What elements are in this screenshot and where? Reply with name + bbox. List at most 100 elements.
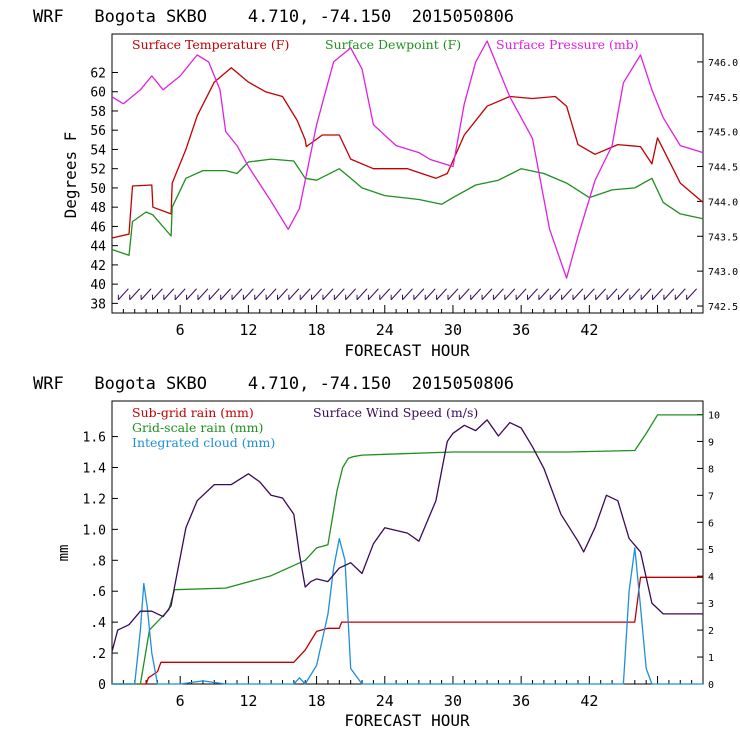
surface-pressure-line: [111, 40, 704, 279]
y2-tick-label: 6: [708, 518, 714, 529]
wind-barb: [152, 288, 163, 301]
chart1-wind-barbs: [117, 288, 698, 301]
y2-tick-label: 2: [708, 626, 714, 637]
wind-barb: [470, 288, 482, 301]
precipitation-chart: WRF Bogota SKBO 4.710, -74.150 201505080…: [33, 374, 720, 730]
chart1-ylabel: Degrees F: [61, 132, 80, 219]
y2-tick-label: 1: [708, 653, 714, 664]
wind-barb: [538, 288, 550, 301]
chart2-ylabel: mm: [56, 545, 72, 562]
y-tick-label: 48: [90, 201, 106, 216]
wind-barb: [208, 288, 220, 301]
wind-barb: [220, 288, 232, 301]
surface-dewpoint-line: [111, 158, 704, 256]
y-tick-label: 60: [90, 86, 106, 101]
grid-scale-rain-line: [112, 414, 703, 685]
wind-barb: [288, 288, 300, 301]
wind-barb: [368, 288, 379, 301]
wind-barb: [231, 288, 243, 301]
chart2-legend-wind: Surface Wind Speed (m/s): [313, 405, 478, 420]
wind-barb: [277, 288, 288, 301]
y2-tick-label: 5: [708, 545, 714, 556]
y-tick-label: .4: [90, 616, 106, 631]
wind-barb: [447, 288, 459, 301]
x-tick-label: 36: [512, 692, 530, 710]
chart2-legend-gridscale-rain: Grid-scale rain (mm): [132, 420, 263, 435]
y-tick-label: 0: [98, 678, 106, 693]
y2-tick-label: 742.5: [708, 302, 738, 313]
chart1-xlabel: FORECAST HOUR: [344, 341, 470, 360]
y2-tick-label: 0: [708, 680, 714, 691]
wind-barb: [458, 288, 470, 301]
wind-barb: [117, 288, 129, 301]
x-tick-label: 24: [376, 692, 394, 710]
y-tick-label: 1.0: [83, 523, 106, 538]
wind-barb: [356, 288, 368, 301]
chart1-y2-ticks: 742.5 743.0 743.5 744.0 744.5 745.0 745.5 746.0: [697, 58, 738, 313]
chart1-legend-dewpoint: Surface Dewpoint (F): [325, 37, 461, 52]
wind-barb: [606, 288, 618, 301]
chart2-y2-ticks: 0 1 2 3 4 5 6 7 8 9 10: [697, 410, 720, 691]
y-tick-label: .6: [90, 585, 106, 600]
wind-barb: [583, 288, 595, 301]
x-tick-label: 12: [239, 321, 257, 339]
y2-tick-label: 744.5: [708, 163, 738, 174]
chart1-series: [111, 40, 704, 279]
y2-tick-label: 745.5: [708, 93, 738, 104]
y2-tick-label: 9: [708, 437, 714, 448]
wind-barb: [174, 288, 186, 301]
y2-tick-label: 745.0: [708, 128, 738, 139]
chart2-title: WRF Bogota SKBO 4.710, -74.150 201505080…: [33, 374, 514, 394]
wind-barb: [549, 288, 561, 301]
y2-tick-label: 7: [708, 491, 714, 502]
wind-barb: [243, 288, 254, 301]
wind-barb: [493, 288, 504, 301]
temperature-chart: WRF Bogota SKBO 4.710, -74.150 201505080…: [33, 7, 738, 360]
wind-barb: [527, 288, 538, 301]
wind-barb: [379, 288, 391, 301]
sub-grid-rain-line: [112, 576, 703, 685]
y2-tick-label: 4: [708, 572, 714, 583]
wind-barb: [663, 288, 675, 301]
y-tick-label: 1.2: [83, 492, 106, 507]
y-tick-label: 40: [90, 278, 106, 293]
wind-barb: [254, 288, 266, 301]
wind-barb: [686, 288, 698, 301]
wind-barb: [640, 288, 652, 301]
x-tick-label: 18: [308, 692, 326, 710]
chart2-y-ticks: 0 .2 .4 .6 .8 1.0 1.2 1.4 1.6: [83, 431, 118, 693]
chart2-xlabel: FORECAST HOUR: [344, 711, 470, 730]
wind-barb: [390, 288, 402, 301]
chart1-legend-pressure: Surface Pressure (mb): [496, 37, 639, 52]
chart1-title: WRF Bogota SKBO 4.710, -74.150 201505080…: [33, 7, 514, 27]
wind-barb: [413, 288, 425, 301]
wind-barb: [322, 288, 334, 301]
x-tick-label: 18: [308, 321, 326, 339]
x-tick-label: 36: [512, 321, 530, 339]
x-tick-label: 24: [376, 321, 394, 339]
y-tick-label: .8: [90, 554, 106, 569]
wind-barb: [129, 288, 141, 301]
y-tick-label: 1.6: [83, 431, 106, 446]
x-tick-label: 30: [444, 321, 462, 339]
y2-tick-label: 744.0: [708, 197, 738, 208]
x-tick-label: 42: [580, 321, 598, 339]
x-tick-label: 12: [239, 692, 257, 710]
wind-barb: [311, 288, 322, 301]
wind-barb: [595, 288, 607, 301]
chart1-plot-frame: [111, 33, 704, 314]
wind-barb: [629, 288, 641, 301]
y-tick-label: 46: [90, 220, 106, 235]
wind-barb: [424, 288, 436, 301]
integrated-cloud-line: [112, 537, 703, 685]
y-tick-label: 44: [90, 240, 106, 255]
wind-barb: [299, 288, 311, 301]
chart2-series: [111, 414, 703, 685]
chart2-legend-subgrid-rain: Sub-grid rain (mm): [132, 405, 254, 420]
chart1-x-ticks: 6 12 18 24 30 36 42: [122, 305, 693, 339]
y2-tick-label: 3: [708, 599, 714, 610]
y2-tick-label: 746.0: [708, 58, 738, 69]
y-tick-label: 62: [90, 66, 106, 81]
wind-barb: [618, 288, 629, 301]
